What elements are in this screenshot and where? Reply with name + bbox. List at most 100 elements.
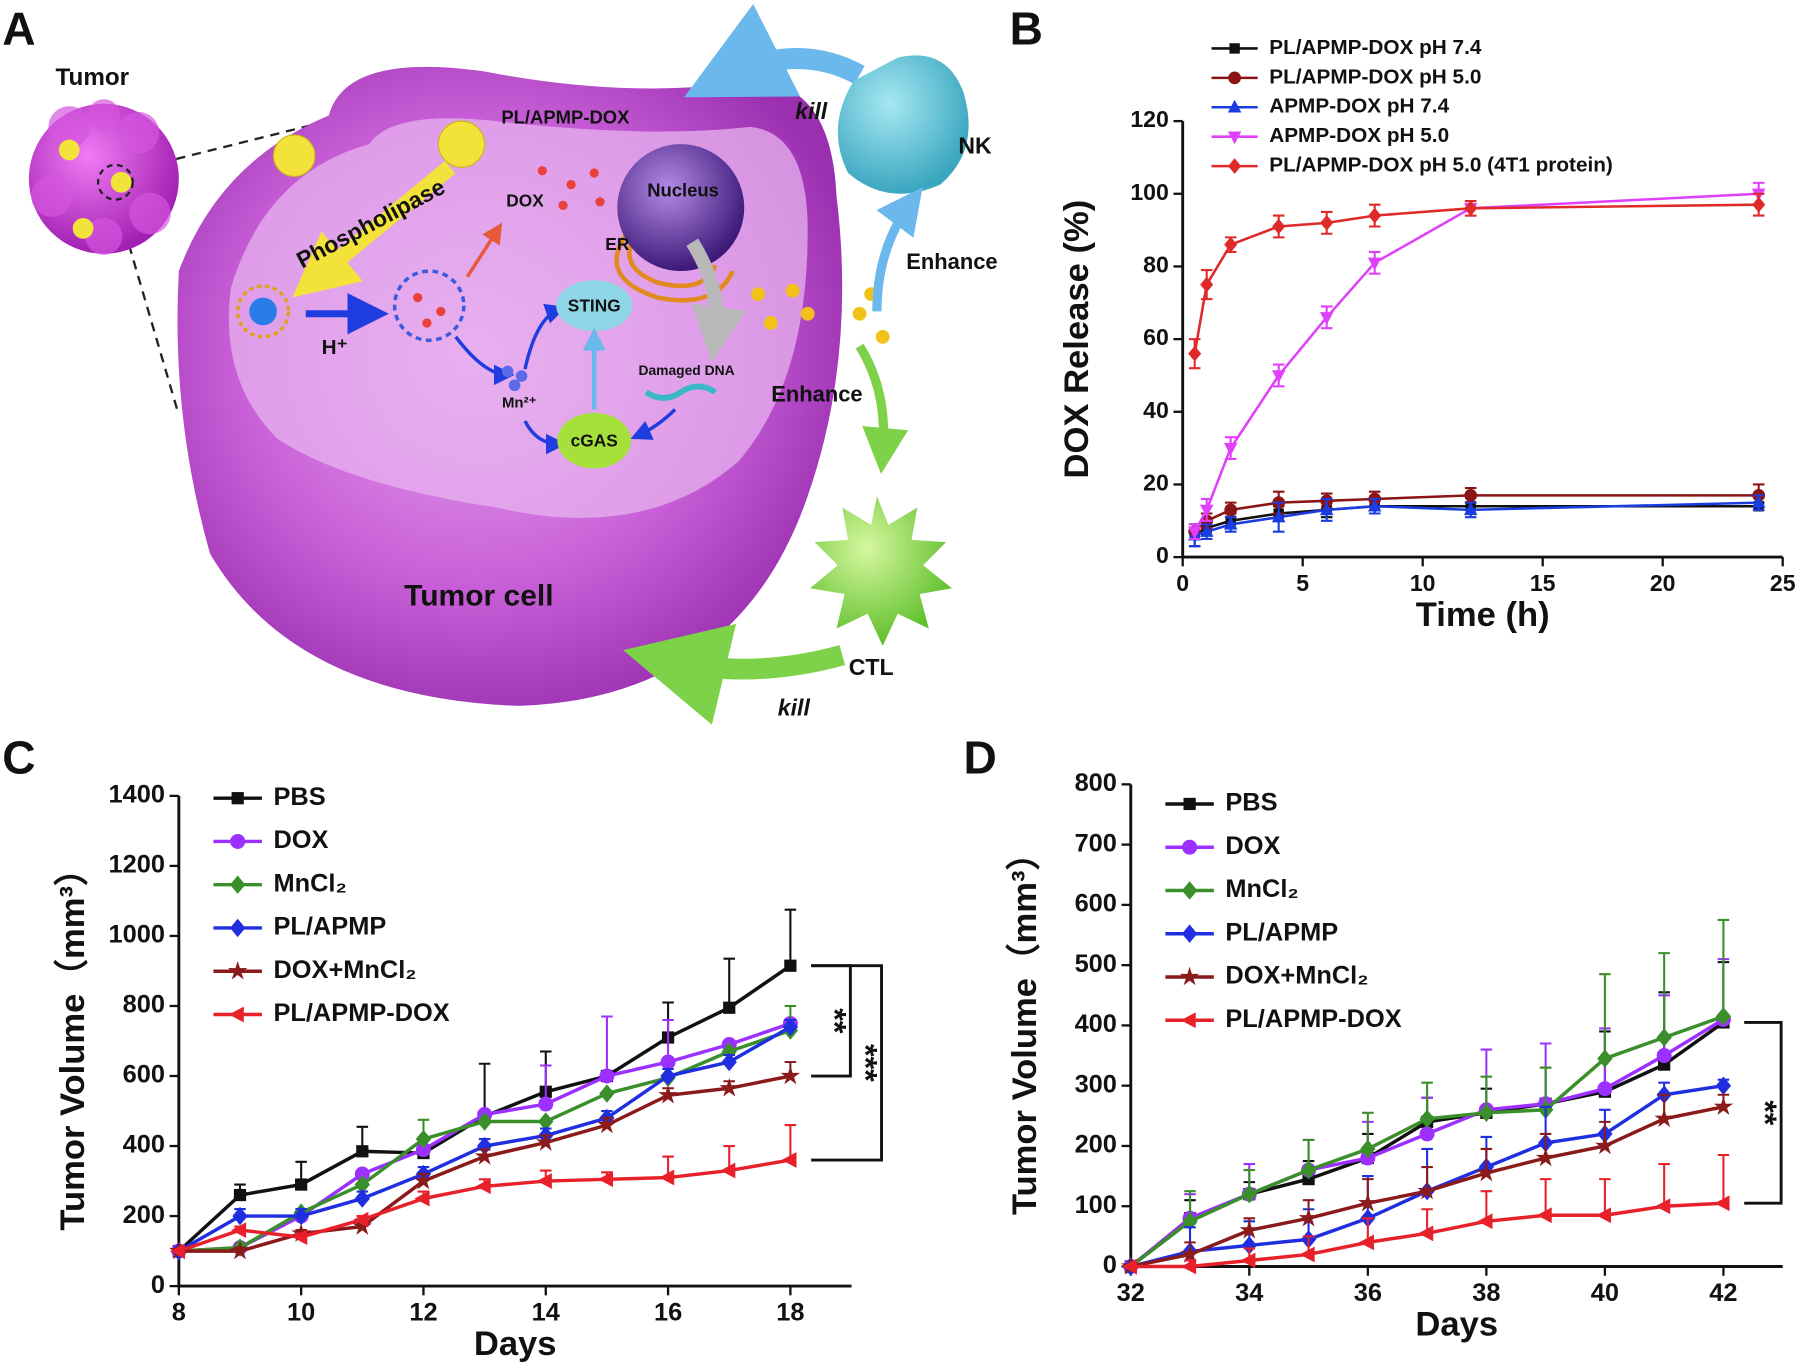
marker	[1714, 1195, 1730, 1212]
legend-marker	[1183, 797, 1196, 811]
x-tick-label: 32	[1117, 1279, 1145, 1307]
x-tick-label: 18	[776, 1298, 804, 1326]
legend-label: DOX+MnCl₂	[1225, 962, 1368, 990]
legend-label: APMP-DOX pH 7.4	[1269, 95, 1449, 118]
marker	[1180, 1244, 1200, 1263]
legend-marker	[230, 918, 246, 938]
arrow	[523, 303, 567, 370]
y-tick-label: 800	[1075, 769, 1117, 797]
marker	[1223, 516, 1238, 530]
label: cGAS	[571, 430, 618, 450]
marker	[1121, 1258, 1137, 1275]
y-tick-label: 100	[1075, 1191, 1117, 1219]
label: Tumor cell	[404, 579, 553, 612]
significance-label: **	[1747, 1100, 1783, 1126]
x-tick-label: 15	[1530, 570, 1556, 596]
error-bar	[1599, 1178, 1611, 1216]
x-tick-label: 12	[409, 1298, 437, 1326]
legend-label: APMP-DOX pH 5.0	[1269, 124, 1449, 147]
x-tick-label: 5	[1296, 570, 1309, 596]
label: ER	[605, 234, 630, 254]
error-bar	[784, 1123, 797, 1161]
y-axis-label: Tumor Volume（mm³）	[53, 851, 92, 1230]
nanoparticle	[437, 120, 486, 168]
diagram	[28, 3, 969, 725]
marker	[231, 1222, 247, 1238]
legend-marker	[1228, 71, 1241, 85]
x-axis-label: Time (h)	[1416, 596, 1550, 634]
y-tick-label: 1200	[109, 851, 165, 879]
error-bar	[1599, 973, 1611, 1059]
marker	[1224, 503, 1238, 517]
marker	[474, 1146, 495, 1165]
marker	[1200, 276, 1214, 293]
legend-marker	[231, 792, 244, 805]
y-tick-label: 600	[123, 1061, 165, 1089]
error-bar	[723, 957, 735, 1008]
marker	[597, 1114, 617, 1134]
marker	[1367, 498, 1382, 512]
marker	[536, 1132, 556, 1151]
y-axis-label: DOX Release (%)	[1058, 200, 1096, 479]
marker	[1320, 215, 1334, 231]
label: Nucleus	[647, 179, 719, 200]
marker	[538, 1096, 554, 1112]
legend-marker	[1180, 1012, 1196, 1029]
marker	[414, 1190, 430, 1207]
marker	[1535, 1147, 1556, 1167]
y-tick-label: 200	[123, 1201, 165, 1229]
particle-shell	[235, 284, 291, 339]
marker	[1656, 1048, 1672, 1064]
x-tick-label: 20	[1650, 570, 1676, 596]
marker	[1752, 196, 1766, 213]
marker	[598, 1171, 614, 1188]
y-tick-label: 1400	[109, 781, 165, 809]
marker	[1300, 1160, 1317, 1180]
legend-label: PBS	[1225, 789, 1277, 817]
marker	[232, 1206, 248, 1226]
legend-marker	[1229, 43, 1240, 54]
marker	[721, 1052, 737, 1072]
marker	[1199, 504, 1214, 518]
marker	[1751, 495, 1766, 508]
marker	[476, 1112, 493, 1131]
series-line	[178, 1158, 791, 1253]
marker	[781, 1152, 797, 1168]
marker	[1188, 345, 1202, 362]
legend-label: PL/APMP-DOX pH 5.0 (4T1 protein)	[1269, 154, 1613, 177]
marker	[660, 1066, 676, 1086]
marker	[1241, 1184, 1257, 1204]
marker	[353, 1211, 369, 1228]
arrow	[623, 623, 846, 725]
label: kill	[778, 694, 811, 720]
marker	[233, 1188, 247, 1202]
marker	[292, 1229, 308, 1245]
legend-marker	[230, 833, 246, 849]
significance-bracket	[811, 964, 883, 1162]
y-tick-label: 1000	[109, 921, 165, 949]
legend-label: PL/APMP	[1225, 918, 1338, 946]
series-line	[1193, 203, 1759, 354]
zoom-circle	[96, 163, 134, 201]
significance-label: ***	[848, 1044, 884, 1082]
tumor-bumps	[31, 99, 171, 255]
x-axis-label: Days	[474, 1325, 557, 1363]
x-tick-label: 40	[1591, 1279, 1619, 1307]
marker	[415, 1129, 432, 1149]
panel-label: D	[963, 731, 996, 783]
error-bar	[1717, 918, 1730, 1017]
marker	[599, 1068, 615, 1084]
marker	[354, 1189, 370, 1208]
error-bar	[1658, 952, 1670, 1038]
error-bar	[784, 908, 797, 966]
y-tick-label: 700	[1075, 829, 1117, 857]
legend-marker	[227, 960, 248, 980]
marker	[1368, 207, 1382, 224]
y-tick-label: 40	[1143, 397, 1169, 423]
legend-label: PL/APMP	[273, 913, 386, 941]
ctl-cell	[810, 495, 952, 646]
arrow	[523, 420, 567, 455]
marker	[295, 1178, 308, 1191]
marker	[475, 1178, 491, 1195]
